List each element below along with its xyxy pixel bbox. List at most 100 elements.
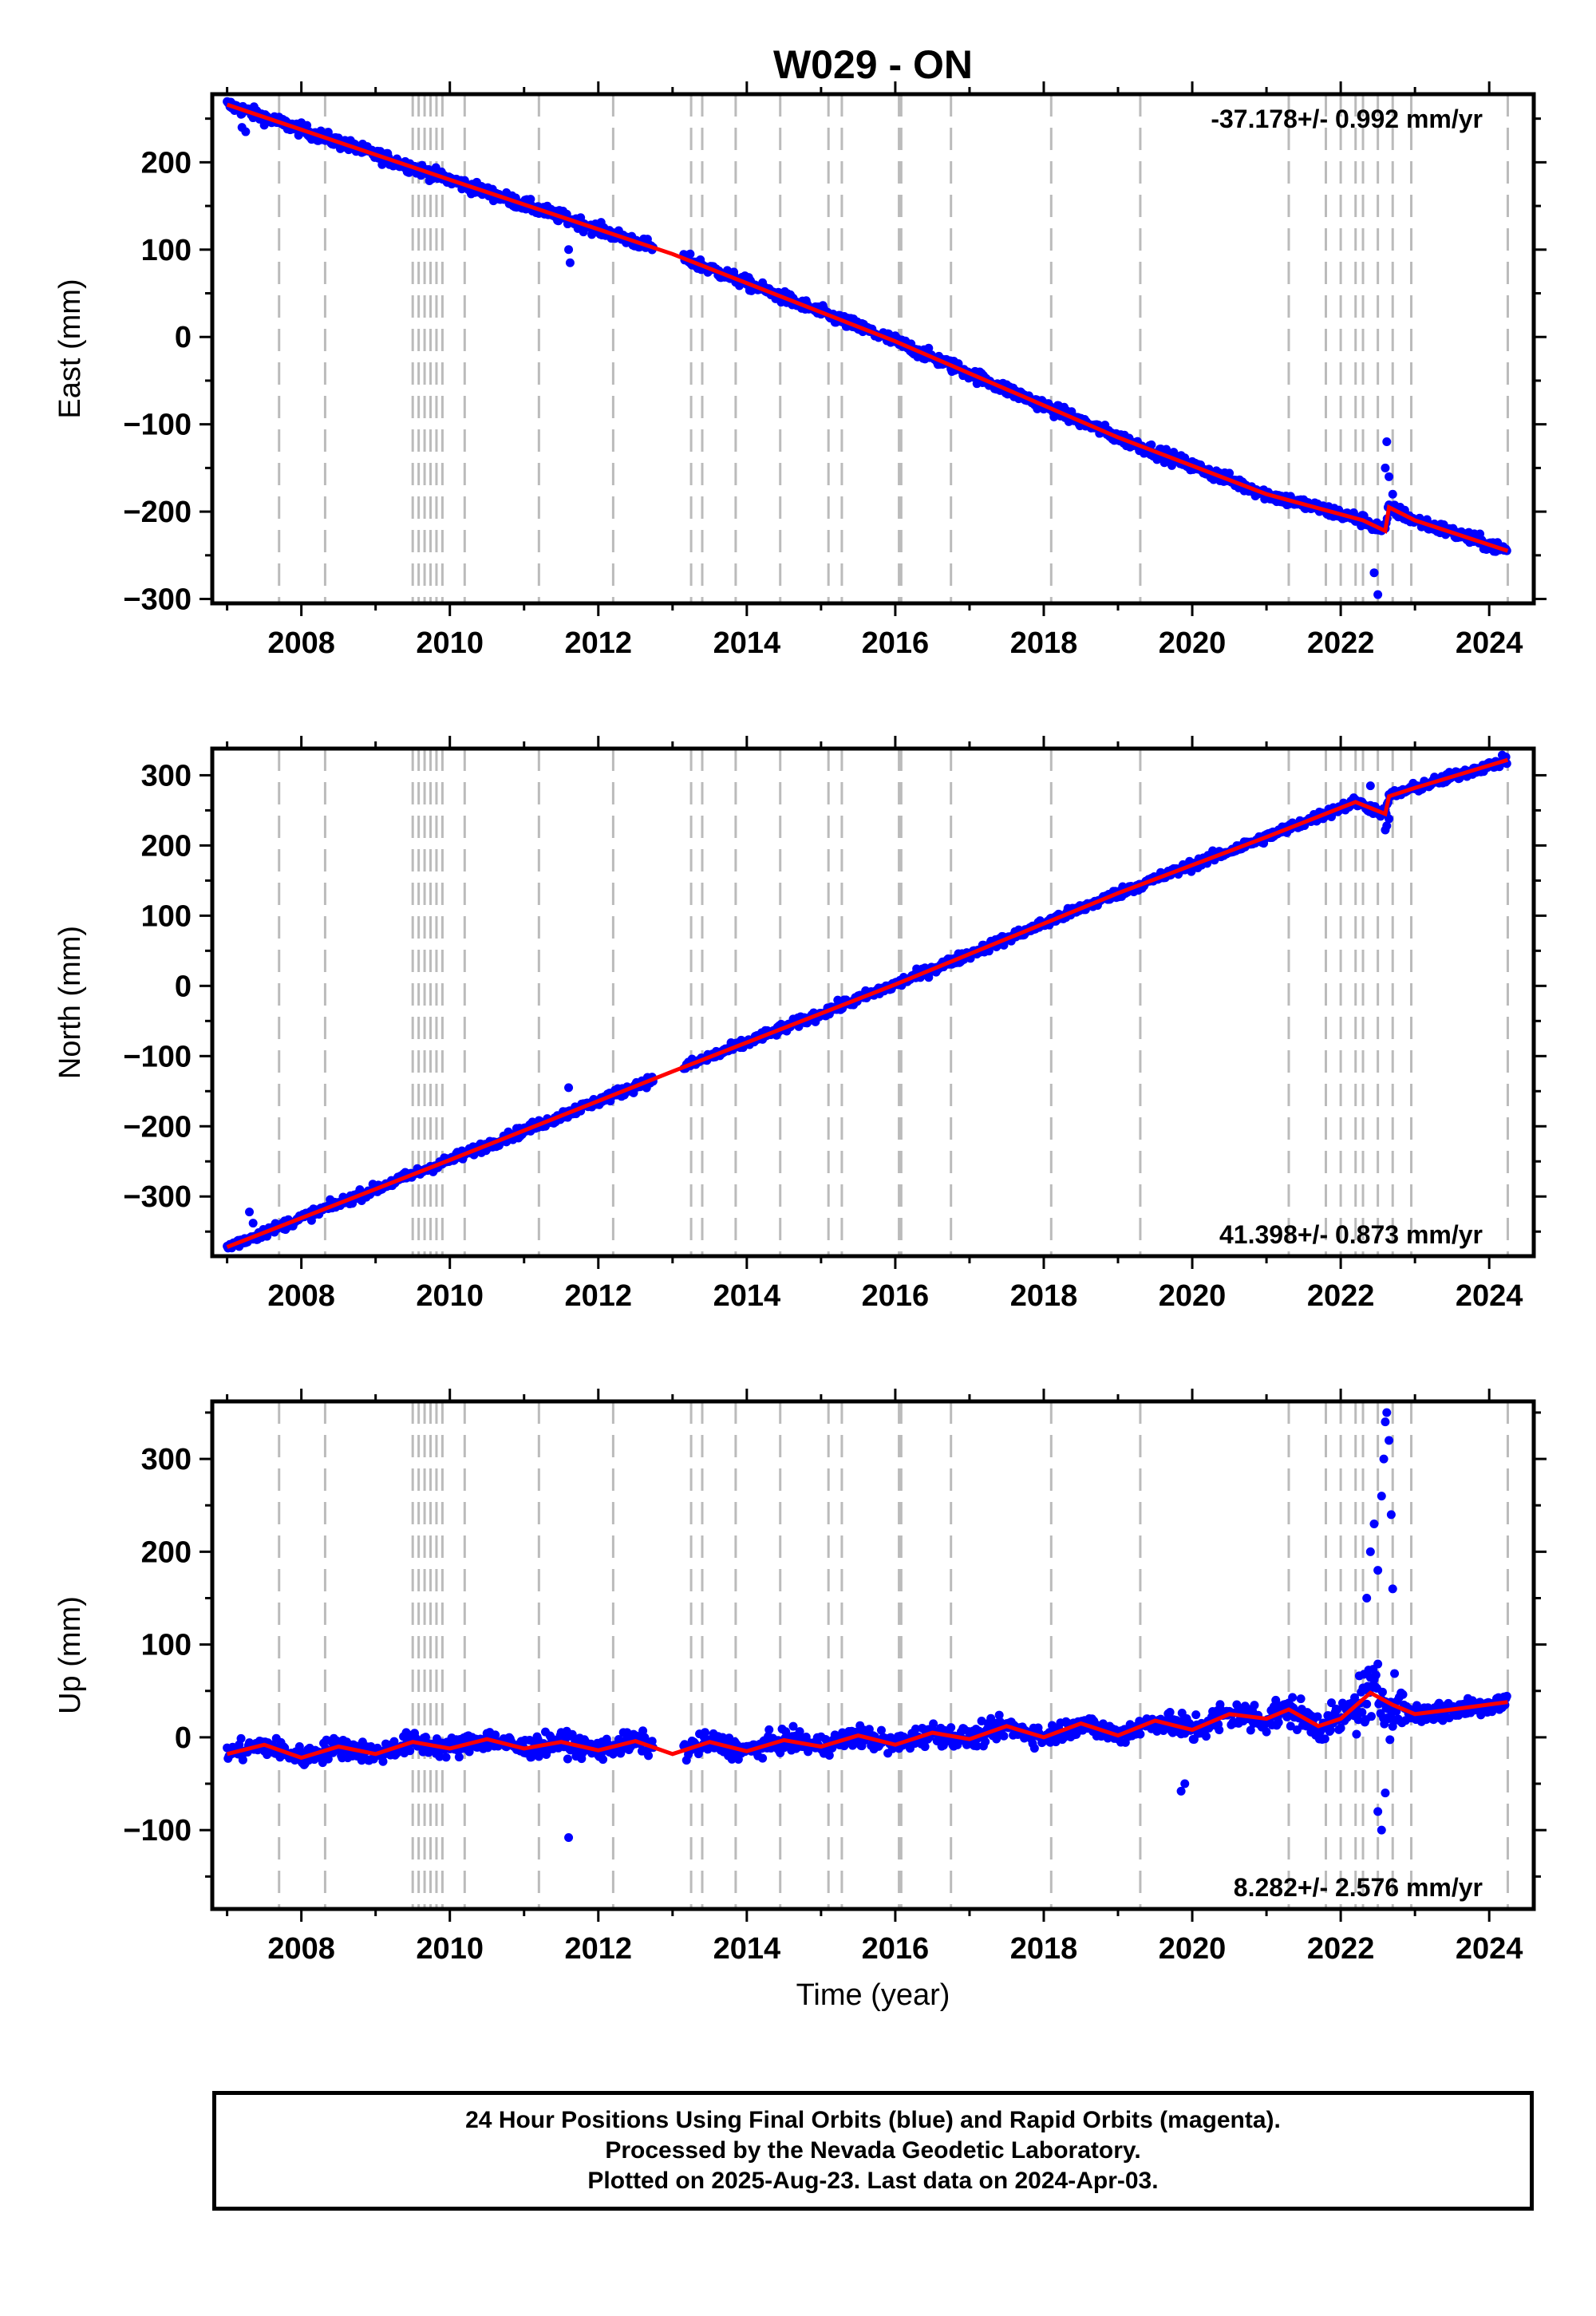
data-point (1350, 1693, 1360, 1702)
data-point (1357, 1708, 1367, 1717)
y-axis-label: Up (mm) (53, 1596, 87, 1714)
outlier-point (1369, 1519, 1379, 1528)
data-point (1288, 1693, 1298, 1702)
y-tick-label: 0 (175, 1721, 192, 1755)
data-point (1029, 1744, 1039, 1753)
data-point (1352, 1729, 1361, 1739)
outlier-point (1381, 463, 1390, 472)
x-tick-label: 2018 (1010, 1932, 1078, 1966)
y-tick-label: 0 (175, 321, 192, 354)
x-tick-label: 2016 (862, 1279, 930, 1313)
chart-title: W029 - ON (773, 42, 973, 87)
data-point (454, 1753, 464, 1762)
outlier-point (248, 1219, 258, 1228)
data-point (1165, 1708, 1175, 1717)
data-point (644, 1751, 654, 1761)
y-tick-label: 300 (141, 759, 192, 792)
rate-label: 41.398+/- 0.873 mm/yr (1219, 1220, 1483, 1249)
x-tick-label: 2010 (416, 626, 484, 660)
data-point (1398, 1690, 1408, 1699)
model-line (226, 757, 1509, 1249)
x-tick-label: 2018 (1010, 1279, 1078, 1313)
y-tick-label: 100 (141, 234, 192, 267)
x-tick-label: 2014 (713, 626, 781, 660)
y-tick-label: 300 (141, 1443, 192, 1476)
data-point (911, 1724, 920, 1733)
x-axis-label: Time (year) (796, 1978, 950, 2012)
data-point (1362, 1699, 1372, 1709)
x-tick-label: 2020 (1159, 1279, 1227, 1313)
x-tick-label: 2024 (1456, 626, 1523, 660)
data-point (924, 343, 934, 353)
y-tick-label: 100 (141, 899, 192, 933)
x-tick-label: 2016 (862, 1932, 930, 1966)
plot-frame (210, 1399, 1536, 1911)
data-point (1262, 1727, 1271, 1737)
data-point (876, 1725, 886, 1735)
y-tick-label: 200 (141, 829, 192, 863)
outlier-point (1377, 1492, 1386, 1501)
data-point (946, 1723, 956, 1733)
data-point (795, 1727, 804, 1737)
outlier-point (1382, 437, 1392, 447)
data-point (1502, 1691, 1511, 1701)
outlier-point (1362, 1593, 1372, 1603)
outlier-point (1381, 1417, 1390, 1427)
y-tick-label: −100 (123, 1040, 192, 1073)
y-tick-label: −200 (123, 1110, 192, 1144)
data-point (821, 1734, 831, 1744)
outlier-point (564, 1832, 574, 1842)
x-tick-label: 2018 (1010, 626, 1078, 660)
outlier-point (241, 127, 251, 136)
x-tick-label: 2012 (565, 1279, 633, 1313)
data-point (994, 1710, 1004, 1720)
data-point (323, 1754, 333, 1764)
data-point (441, 1753, 451, 1762)
data-point (1332, 1705, 1341, 1714)
y-tick-label: 0 (175, 970, 192, 1003)
data-point (1326, 1698, 1336, 1708)
data-point (685, 249, 695, 259)
x-tick-label: 2008 (267, 1932, 335, 1966)
model-line (226, 1690, 1508, 1761)
info-line-1: 24 Hour Positions Using Final Orbits (bl… (465, 2107, 1281, 2133)
x-tick-label: 2014 (713, 1932, 781, 1966)
info-box: 24 Hour Positions Using Final Orbits (bl… (212, 2091, 1534, 2211)
y-axis-label: North (mm) (53, 926, 87, 1079)
data-point (638, 1726, 648, 1736)
outlier-point (1180, 1779, 1190, 1788)
x-tick-label: 2014 (713, 1279, 781, 1313)
plot-frame (210, 746, 1536, 1259)
data-point (920, 1742, 930, 1752)
data-point (236, 1733, 246, 1743)
data-point (1377, 1687, 1387, 1697)
data-point (1371, 1670, 1381, 1680)
data-point (701, 1728, 710, 1737)
data-point (1271, 1695, 1281, 1705)
data-point (1201, 1732, 1211, 1741)
outlier-point (1377, 1825, 1386, 1835)
panel-up: 2008 2010 2012 2014 2016 2018 2020 2022 2024 −100… (53, 1389, 1547, 1966)
data-point (259, 121, 269, 130)
data-point (999, 1731, 1009, 1741)
data-point (1390, 1669, 1400, 1678)
data-point (1215, 1725, 1224, 1735)
y-tick-label: 200 (141, 1535, 192, 1569)
data-point (1147, 440, 1156, 449)
outlier-point (1365, 781, 1375, 791)
y-tick-label: −100 (123, 1814, 192, 1848)
data-point (788, 1721, 798, 1731)
outlier-point (1385, 1436, 1394, 1445)
y-tick-label: 100 (141, 1629, 192, 1662)
data-point (1385, 1735, 1395, 1745)
outlier-point (1176, 1786, 1186, 1796)
outlier-point (564, 1083, 574, 1093)
data-point (491, 1730, 500, 1740)
outlier-point (1379, 1454, 1389, 1464)
x-tick-label: 2022 (1307, 1279, 1375, 1313)
y-tick-label: −200 (123, 496, 192, 529)
data-point (1366, 1712, 1376, 1721)
data-point (405, 1746, 415, 1756)
data-point (378, 1757, 388, 1766)
